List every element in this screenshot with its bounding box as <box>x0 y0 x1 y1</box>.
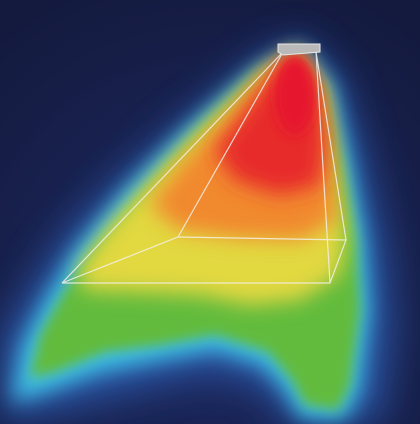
red-core <box>275 55 315 135</box>
edge <box>315 51 347 241</box>
sensor <box>277 43 321 56</box>
heat-field <box>0 40 392 424</box>
edge <box>315 51 331 284</box>
sensor-box <box>277 43 321 56</box>
edge <box>177 51 284 238</box>
edge <box>61 51 284 284</box>
base <box>61 236 347 284</box>
wireframe-pyramid <box>61 51 347 284</box>
